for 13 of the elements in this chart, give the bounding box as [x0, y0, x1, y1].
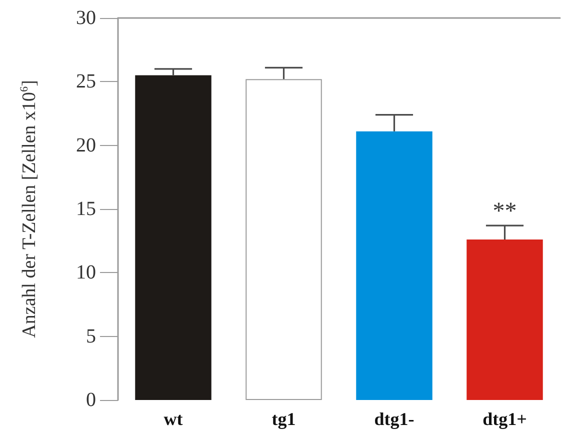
- y-tick-label: 0: [86, 389, 96, 411]
- y-tick-label: 15: [76, 198, 96, 220]
- x-tick-label: dtg1+: [482, 409, 527, 429]
- y-axis-title: Anzahl der T-Zellen [Zellen x106]: [18, 80, 40, 338]
- annotation: **: [492, 198, 517, 225]
- y-tick-label: 10: [76, 262, 96, 284]
- x-tick-label: dtg1-: [374, 409, 414, 429]
- x-tick-label: wt: [164, 409, 183, 429]
- y-tick-label: 20: [76, 134, 96, 156]
- y-tick-label: 25: [76, 70, 96, 93]
- y-tick-label: 30: [76, 7, 96, 29]
- y-tick-label: 5: [86, 325, 96, 348]
- x-tick-label: tg1: [272, 409, 296, 429]
